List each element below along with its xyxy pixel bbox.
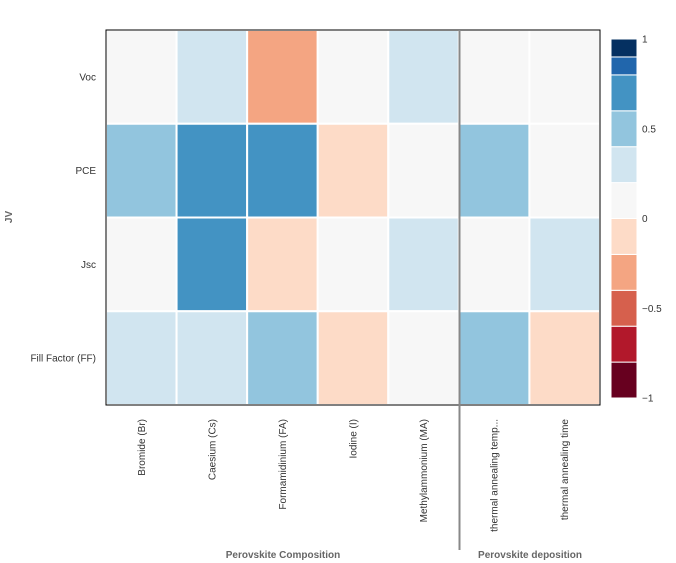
colorbar-segment — [610, 56, 638, 76]
heatmap-cell-jsc-thermal-annealing-time — [528, 216, 602, 313]
colorbar-segment — [610, 289, 638, 327]
plot-frame — [105, 29, 601, 406]
column-label: thermal annealing time — [560, 419, 571, 521]
heatmap-cell-pce-caesium-cs — [175, 122, 249, 219]
heatmap-cell-voc-thermal-annealing-time — [528, 29, 602, 125]
column-labels: Bromide (Br) Caesium (Cs) Formamidinium (F… — [137, 419, 571, 532]
heatmap-cell-pce-thermal-annealing-temp — [457, 122, 531, 219]
heatmap-cell-fill-factor-ff-methylammonium-ma — [387, 310, 460, 406]
row-labels: Voc PCE Jsc Fill Factor (FF) — [30, 72, 96, 364]
heatmap-cell-fill-factor-ff-formamidinium-fa — [246, 310, 319, 406]
colorbar-segment — [610, 146, 638, 184]
colorbar-segment — [610, 110, 638, 148]
colorbar-ticks: 1 0.5 0 −0.5 −1 — [642, 35, 662, 405]
group-label-perovskite-deposition: Perovskite deposition — [478, 550, 582, 561]
column-label: Methylammonium (MA) — [419, 419, 430, 522]
column-label: Formamidinium (FA) — [278, 419, 289, 510]
colorbar-segment — [610, 74, 638, 112]
heatmap-cells — [105, 29, 602, 406]
heatmap-cell-voc-thermal-annealing-temp — [457, 29, 531, 125]
heatmap-cell-fill-factor-ff-thermal-annealing-time — [528, 310, 602, 406]
heatmap-cell-voc-caesium-cs — [175, 29, 249, 125]
colorbar-tick-label: 0 — [642, 214, 648, 225]
colorbar-segment — [610, 182, 638, 220]
column-label: Bromide (Br) — [137, 419, 148, 476]
heatmap-cell-pce-iodine-i — [316, 122, 390, 219]
heatmap-cell-fill-factor-ff-caesium-cs — [175, 310, 249, 406]
row-label: PCE — [75, 166, 96, 177]
colorbar-segment — [610, 253, 638, 291]
heatmap-cell-voc-methylammonium-ma — [387, 29, 460, 125]
group-label-perovskite-composition: Perovskite Composition — [226, 550, 340, 561]
colorbar-tick-label: 1 — [642, 35, 648, 46]
heatmap-cell-jsc-formamidinium-fa — [246, 216, 319, 313]
heatmap-cell-jsc-methylammonium-ma — [387, 216, 460, 313]
row-label: Fill Factor (FF) — [30, 354, 96, 365]
colorbar-segment — [610, 218, 638, 255]
colorbar — [610, 38, 638, 399]
heatmap-cell-fill-factor-ff-bromide-br — [105, 310, 178, 406]
column-label: Iodine (I) — [349, 419, 360, 458]
colorbar-segment — [610, 325, 638, 363]
heatmap-cell-voc-iodine-i — [316, 29, 390, 125]
column-label: thermal annealing temp... — [490, 419, 501, 532]
colorbar-tick-label: −1 — [642, 394, 654, 405]
heatmap-cell-pce-formamidinium-fa — [246, 122, 319, 219]
heatmap-cell-jsc-iodine-i — [316, 216, 390, 313]
heatmap-cell-fill-factor-ff-iodine-i — [316, 310, 390, 406]
colorbar-tick-label: −0.5 — [642, 304, 662, 315]
heatmap-cell-jsc-bromide-br — [105, 216, 178, 313]
heatmap-cell-fill-factor-ff-thermal-annealing-temp — [457, 310, 531, 406]
heatmap-cell-pce-bromide-br — [105, 122, 178, 219]
row-label: Jsc — [81, 260, 96, 271]
heatmap-cell-pce-methylammonium-ma — [387, 122, 460, 219]
colorbar-segment — [610, 38, 638, 58]
colorbar-tick-label: 0.5 — [642, 124, 656, 135]
colorbar-segment — [610, 361, 638, 399]
heatmap-cell-jsc-thermal-annealing-temp — [457, 216, 531, 313]
heatmap-cell-pce-thermal-annealing-time — [528, 122, 602, 219]
row-label: Voc — [79, 72, 96, 83]
y-axis-title: JV — [4, 211, 15, 224]
heatmap-cell-voc-formamidinium-fa — [246, 29, 319, 125]
heatmap-cell-jsc-caesium-cs — [175, 216, 249, 313]
column-label: Caesium (Cs) — [207, 419, 218, 480]
heatmap-cell-voc-bromide-br — [105, 29, 178, 125]
